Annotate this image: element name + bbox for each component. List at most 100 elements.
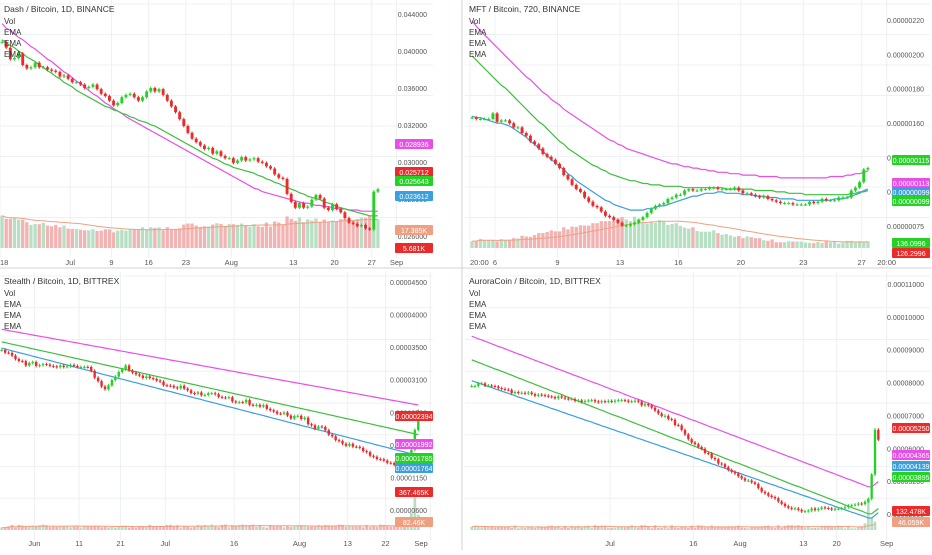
candle <box>224 397 227 399</box>
chart-panel-4[interactable]: 0.00011000 0.00010000 0.00009000 0.00008000… <box>465 272 930 548</box>
legend-item[interactable]: EMA <box>4 39 22 48</box>
candle <box>473 385 477 387</box>
chart-legend[interactable]: Dash / Bitcoin, 1D, BINANCE Vol EMA EMA EMA <box>4 4 115 59</box>
volume-bar <box>516 238 520 248</box>
volume-bar <box>540 526 543 530</box>
volume-bar <box>857 241 862 248</box>
legend-item[interactable]: EMA <box>4 322 22 331</box>
volume-bar <box>803 242 808 248</box>
legend-item[interactable]: EMA <box>469 50 487 59</box>
price-badge-label: 0.00001992 <box>396 442 433 449</box>
time-tick-label: Aug <box>225 258 238 267</box>
volume-bar <box>149 227 153 248</box>
volume-bar <box>120 229 124 248</box>
volume-bar <box>363 217 368 248</box>
candle <box>347 218 351 223</box>
time-tick-label: 9 <box>109 258 113 267</box>
price-badge <box>892 517 930 527</box>
legend-item[interactable]: EMA <box>4 50 22 59</box>
legend-item[interactable]: Vol <box>4 17 15 26</box>
candle <box>79 82 82 85</box>
legend-item[interactable]: Vol <box>4 289 15 298</box>
candle <box>69 364 72 367</box>
volume-bar <box>667 528 670 530</box>
candle <box>553 159 557 164</box>
volume-bar <box>140 227 145 248</box>
time-axis[interactable]: 18 Jul 9 16 23 Aug 13 20 27 Sep <box>0 258 403 267</box>
candle <box>773 497 777 499</box>
legend-item[interactable]: Vol <box>469 289 480 298</box>
chart-legend[interactable]: Stealth / Bitcoin, 1D, BITTREX Vol EMA EMA E… <box>4 276 120 331</box>
volume-bar <box>306 526 310 530</box>
price-badge-label: 0.023612 <box>399 194 428 201</box>
volume-bar <box>613 527 617 530</box>
price-axis[interactable]: 0.00011000 0.00010000 0.00009000 0.00008000… <box>887 282 930 527</box>
volume-bar <box>537 233 541 248</box>
candle <box>76 365 79 368</box>
ema-pink-line <box>471 335 879 488</box>
candle <box>877 429 880 440</box>
price-axis[interactable]: 0.00000220 0.00000200 0.00000180 0.00000160… <box>887 18 930 258</box>
volume-bar <box>670 223 674 248</box>
legend-item[interactable]: EMA <box>469 39 487 48</box>
candle <box>549 156 553 160</box>
candle <box>58 71 62 77</box>
volume-bar <box>847 526 850 530</box>
chart-panel-1[interactable]: 0.044000 0.040000 0.036000 0.032000 0.030000… <box>0 0 433 267</box>
price-axis[interactable]: 0.044000 0.040000 0.036000 0.032000 0.030000… <box>395 12 433 253</box>
candle <box>90 367 93 371</box>
time-tick-label: 16 <box>145 258 153 267</box>
candle <box>700 446 703 449</box>
time-tick-label: Jul <box>65 258 75 267</box>
volume-bar <box>365 524 369 530</box>
volume-bar <box>597 525 600 530</box>
chart-legend[interactable]: AuroraCoin / Bitcoin, 1D, BITTREX Vol EMA E… <box>469 276 601 331</box>
candle <box>0 349 3 351</box>
volume-bar <box>737 236 741 248</box>
volume-bar <box>227 527 231 530</box>
candle <box>244 399 248 403</box>
volume-bar <box>841 242 845 248</box>
legend-item[interactable]: EMA <box>469 300 487 309</box>
candle <box>574 184 578 190</box>
legend-item[interactable]: EMA <box>469 322 487 331</box>
candle <box>10 352 14 356</box>
volume-bar <box>141 526 145 530</box>
chart-panel-2[interactable]: 0.00000220 0.00000200 0.00000180 0.00000160… <box>465 0 930 267</box>
volume-bar <box>244 225 248 248</box>
volume-bar <box>3 527 7 530</box>
candle <box>853 504 857 506</box>
price-tick-label: 0.00003200 <box>887 479 924 486</box>
candle <box>677 424 680 426</box>
candle <box>248 399 251 405</box>
volume-bar <box>524 236 528 248</box>
time-axis[interactable]: Jun 11 21 Jul 16 Aug 13 22 Sep <box>28 539 427 548</box>
volume-bar <box>832 241 837 248</box>
candle <box>141 375 145 378</box>
candle <box>647 404 650 406</box>
candle <box>567 398 570 400</box>
candle <box>799 204 803 206</box>
candle <box>530 392 533 395</box>
volume-bar <box>593 525 597 530</box>
legend-item[interactable]: Vol <box>469 17 480 26</box>
legend-item[interactable]: EMA <box>469 311 487 320</box>
volume-bar <box>627 526 630 530</box>
price-axis[interactable]: 0.00004500 0.00004000 0.00003500 0.00003100… <box>390 280 433 527</box>
volume-bar <box>745 236 749 248</box>
chart-legend[interactable]: MFT / Bitcoin, 720, BINANCE Vol EMA EMA EMA <box>469 4 581 59</box>
legend-item[interactable]: EMA <box>469 28 487 37</box>
legend-item[interactable]: EMA <box>4 300 22 309</box>
time-axis[interactable]: Jul 16 Aug 13 20 Sep <box>605 539 893 548</box>
volume-bar <box>265 527 269 530</box>
candle <box>241 402 244 404</box>
price-tick-label: 0.00001150 <box>391 475 428 482</box>
volume-bar <box>628 221 633 248</box>
legend-item[interactable]: EMA <box>4 28 22 37</box>
time-axis[interactable]: 20:00 6 9 13 16 20 23 27 20:00 <box>470 258 896 267</box>
candle <box>837 197 841 201</box>
candle <box>25 65 29 69</box>
legend-item[interactable]: EMA <box>4 311 22 320</box>
chart-panel-3[interactable]: 0.00004500 0.00004000 0.00003500 0.00003100… <box>0 272 433 548</box>
